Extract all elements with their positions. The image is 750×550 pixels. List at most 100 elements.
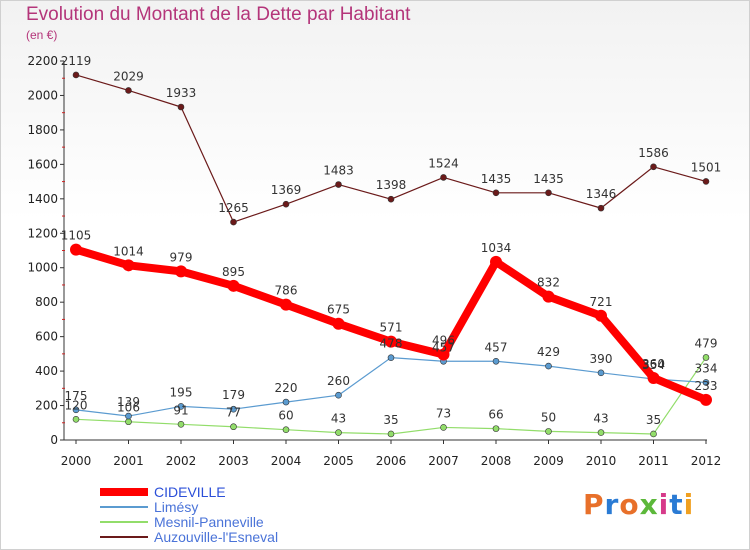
logo-letter: x (639, 488, 659, 521)
data-label: 73 (436, 406, 451, 420)
data-label: 1501 (691, 160, 722, 174)
data-points (70, 71, 712, 438)
data-point (230, 405, 237, 413)
data-point (282, 200, 290, 208)
y-tick-label: 1000 (27, 261, 58, 275)
data-point (177, 403, 185, 410)
data-label: 175 (65, 389, 88, 403)
data-label: 571 (380, 321, 403, 335)
data-point (175, 265, 187, 278)
data-label: 120 (65, 398, 88, 412)
data-point (492, 425, 500, 432)
data-label: 360 (642, 357, 665, 371)
data-point (227, 279, 240, 292)
data-label: 1398 (376, 178, 407, 192)
x-tick-label: 2004 (271, 454, 302, 468)
data-label: 1346 (586, 187, 617, 201)
data-label: 479 (695, 336, 718, 350)
y-tick-label: 200 (35, 399, 58, 413)
y-tick-label: 1400 (27, 192, 58, 206)
data-point (335, 181, 342, 188)
x-tick-label: 2008 (481, 454, 512, 468)
data-label: 979 (170, 250, 193, 264)
x-tick-label: 2003 (218, 454, 249, 468)
data-point (490, 255, 502, 268)
data-point (545, 362, 552, 370)
data-point (492, 189, 500, 197)
y-tick-label: 400 (35, 364, 58, 378)
legend: CIDEVILLELimésyMesnil-PannevilleAuzouvil… (100, 484, 278, 545)
data-label: 832 (537, 276, 560, 290)
data-label: 496 (432, 334, 455, 348)
data-point (650, 430, 657, 438)
chart-title: Evolution du Montant de la Dette par Hab… (26, 4, 411, 25)
data-label: 50 (541, 410, 556, 424)
data-label: 139 (117, 395, 140, 409)
data-label: 675 (327, 303, 350, 317)
data-label: 1933 (166, 86, 197, 100)
data-label: 35 (383, 413, 398, 427)
x-tick-label: 2010 (586, 454, 617, 468)
data-label: 1586 (638, 146, 669, 160)
chart-subtitle: (en €) (26, 28, 58, 42)
data-point (387, 195, 395, 203)
y-tick-label: 0 (50, 433, 58, 447)
data-label: 1483 (323, 164, 354, 178)
data-point (230, 423, 237, 431)
data-label: 478 (380, 337, 403, 351)
y-tick-label: 1600 (27, 157, 58, 171)
data-label: 195 (170, 385, 193, 399)
y-tick-label: 2000 (27, 88, 58, 102)
data-point (702, 178, 710, 185)
data-label: 1435 (533, 172, 564, 186)
data-point (595, 309, 607, 322)
data-label: 334 (695, 361, 718, 375)
data-label: 60 (278, 409, 293, 423)
data-label: 1265 (218, 201, 249, 215)
data-label: 1524 (428, 156, 459, 170)
data-point (125, 418, 132, 426)
data-point (700, 393, 712, 406)
data-label: 895 (222, 265, 245, 279)
y-tick-label: 1800 (27, 123, 58, 137)
data-label: 220 (275, 381, 298, 395)
data-label: 35 (646, 413, 661, 427)
logo-letter: o (619, 488, 640, 521)
data-point (280, 298, 292, 311)
data-label: 2119 (61, 54, 92, 68)
data-point (282, 426, 290, 433)
data-point (70, 243, 82, 256)
data-label: 233 (695, 379, 718, 393)
x-tick-label: 2001 (113, 454, 144, 468)
y-tick-label: 1200 (27, 226, 58, 240)
data-point (437, 348, 450, 361)
data-label: 1034 (481, 241, 512, 255)
data-point (545, 189, 552, 197)
logo-letter: i (658, 488, 670, 521)
data-point (542, 290, 555, 303)
logo-letter: i (683, 488, 695, 521)
data-label: 1435 (481, 172, 512, 186)
axes: 0 200 400 600 800 1000 1200 1400 1600 1800 2000 220… (27, 54, 721, 468)
y-tick-label: 600 (35, 330, 58, 344)
data-label: 457 (485, 340, 508, 354)
data-point (335, 429, 342, 436)
data-point (647, 371, 660, 384)
data-point (597, 429, 605, 436)
data-point (122, 259, 135, 272)
data-point (545, 428, 552, 435)
data-label: 390 (590, 352, 613, 366)
x-tick-label: 2012 (691, 454, 722, 468)
data-label: 77 (226, 406, 241, 420)
logo-letter: P (583, 488, 605, 521)
data-label: 260 (327, 374, 350, 388)
data-point (72, 416, 80, 423)
data-label: 106 (117, 401, 140, 415)
data-label: 1105 (61, 229, 92, 243)
logo-letter: t (669, 488, 684, 521)
data-point (492, 357, 500, 365)
data-point (230, 218, 237, 226)
data-point (125, 412, 132, 420)
data-label: 66 (488, 408, 503, 422)
